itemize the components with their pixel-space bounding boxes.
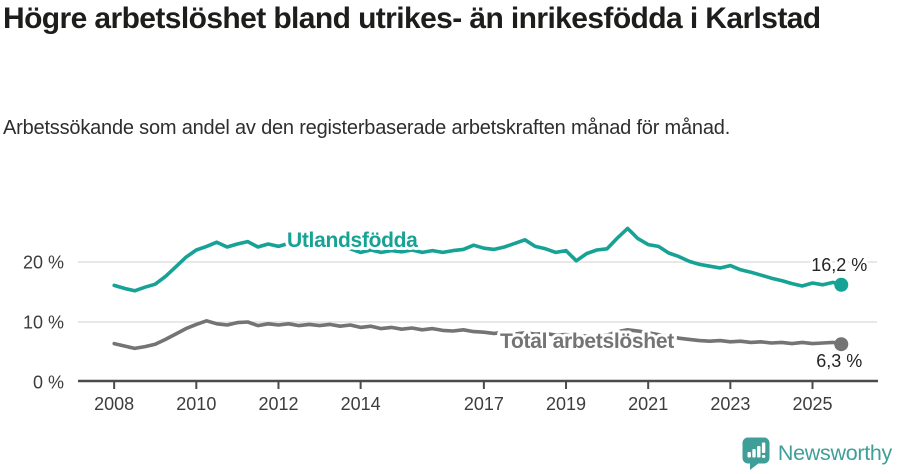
x-tick-label: 2025: [792, 394, 832, 414]
newsworthy-logo-text: Newsworthy: [777, 441, 892, 465]
chart-title: Högre arbetslöshet bland utrikes- än inr…: [3, 2, 821, 35]
y-tick-label: 20 %: [23, 253, 64, 273]
end-value-label-total-arbetsloshet: 6,3 %: [816, 351, 862, 371]
series-line-total-arbetsloshet: [112, 318, 844, 351]
x-tick-label: 2014: [341, 394, 381, 414]
y-tick-label: 10 %: [23, 313, 64, 333]
newsworthy-icon: [742, 437, 770, 470]
y-tick-label: 0 %: [33, 373, 64, 393]
x-tick-label: 2008: [94, 394, 134, 414]
x-tick-label: 2019: [546, 394, 586, 414]
chart-subtitle: Arbetssökande som andel av den registerb…: [3, 117, 731, 139]
x-tick-label: 2010: [176, 394, 216, 414]
x-tick-label: 2023: [710, 394, 750, 414]
x-tick-label: 2012: [258, 394, 298, 414]
x-tick-label: 2017: [464, 394, 504, 414]
end-dot-utlandsfodda: [834, 277, 849, 292]
series-label-utlandsfodda: Utlandsfödda: [287, 229, 418, 252]
end-dot-total-arbetsloshet: [834, 337, 849, 352]
x-tick-label: 2021: [628, 394, 668, 414]
newsworthy-logo[interactable]: Newsworthy: [742, 437, 892, 470]
series-label-total-arbetsloshet: Total arbetslöshet: [500, 330, 674, 353]
series-line-utlandsfodda: [112, 226, 844, 293]
end-value-label-utlandsfodda: 16,2 %: [811, 255, 867, 275]
